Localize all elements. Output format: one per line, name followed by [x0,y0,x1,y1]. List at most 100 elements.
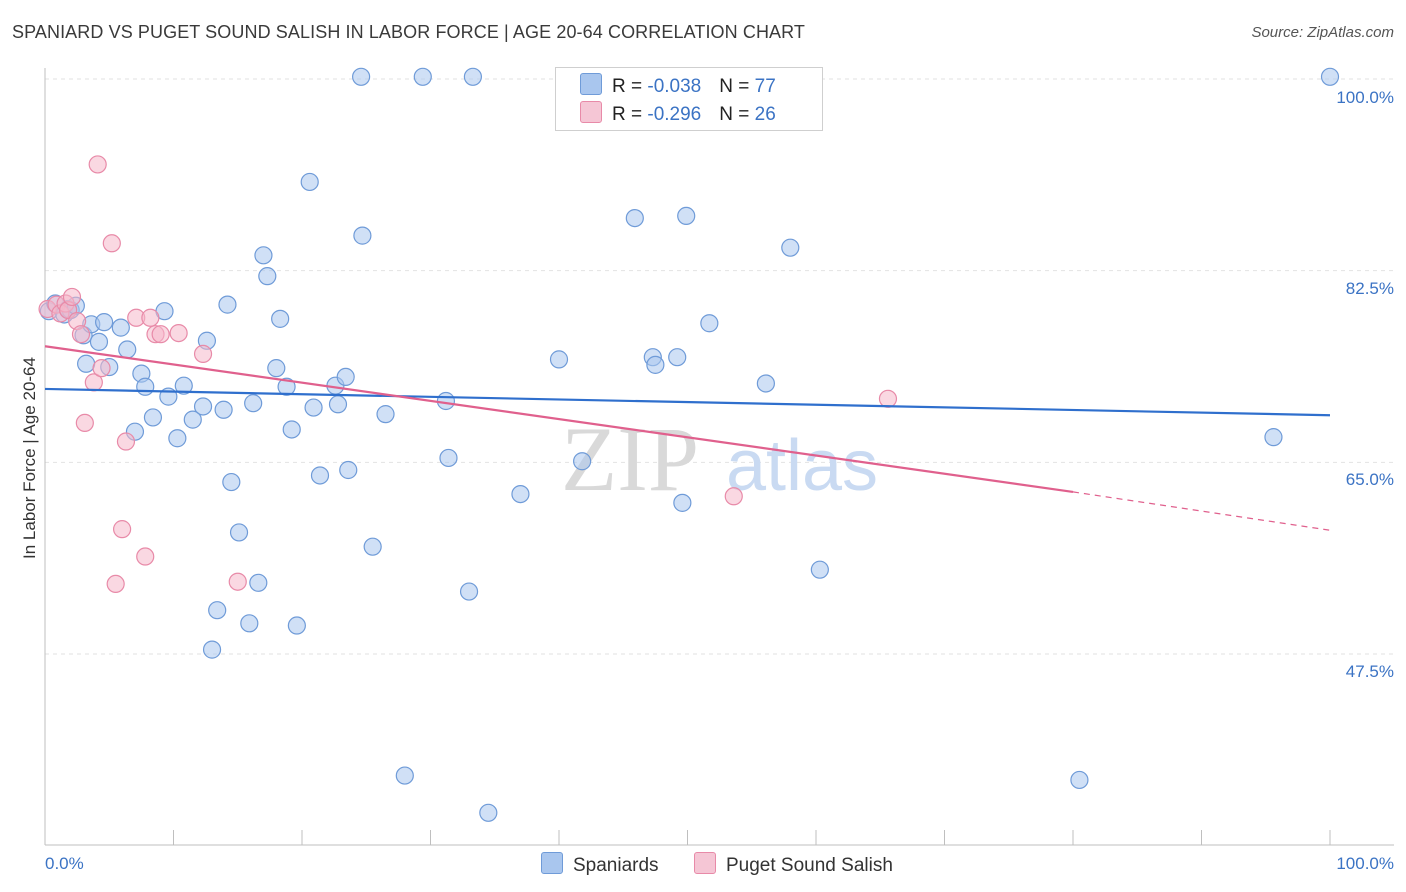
data-point [112,520,132,539]
data-point [193,397,213,416]
source-credit: Source: ZipAtlas.com [1251,24,1394,41]
watermark: ZIP atlas [561,408,878,510]
data-point [136,377,155,396]
data-point [1264,428,1283,447]
data-point [573,452,592,471]
legend-item-puget-sound-salish: Puget Sound Salish [694,852,893,877]
puget-trend-extension [1072,491,1331,531]
data-point [479,803,498,822]
data-point [352,67,371,86]
data-point [282,420,301,439]
legend-label-spaniards: Spaniards [573,855,659,876]
data-point [193,344,213,364]
data-point [141,308,160,327]
legend-n-value: 26 [754,104,776,125]
data-point [549,350,569,369]
y-tick-label-82-5: 82.5% [1346,279,1394,298]
gridlines [45,78,1394,655]
data-point [218,295,237,314]
x-tick-label-min: 0.0% [45,854,84,873]
trend-lines [44,345,1331,531]
data-point [89,332,109,351]
data-point [71,325,91,344]
data-point [222,472,241,492]
data-point [700,314,719,333]
data-point [229,523,249,542]
axes [44,68,1394,846]
data-point [277,377,296,396]
x-tick-label-max: 100.0% [1336,854,1394,873]
legend-item-spaniards: Spaniards [541,852,659,877]
data-point [353,226,372,245]
data-point [116,432,136,451]
legend-r-label: R = [612,76,648,97]
puget-trend-line [44,345,1074,493]
data-point [151,325,170,344]
data-point [459,582,479,601]
data-point [1070,770,1089,790]
data-point [339,460,358,480]
data-point [677,206,696,226]
legend-swatch-blue [580,73,602,95]
data-point [249,573,268,592]
data-point [376,405,395,424]
data-point [328,395,348,414]
data-point [88,155,107,174]
legend-swatch-pink [580,101,602,123]
data-point [208,601,227,620]
data-point [271,309,290,328]
data-point [136,547,155,566]
data-point [95,313,114,332]
legend-label-puget-sound-salish: Puget Sound Salish [726,855,893,876]
data-point [413,67,432,86]
y-tick-label-47-5: 47.5% [1346,662,1394,681]
data-point [304,398,323,417]
data-point [183,410,202,429]
data-point [724,487,743,506]
correlation-legend: R = -0.038 N = 77 R = -0.296 N = 26 [555,67,823,131]
data-point [646,355,665,374]
data-point [363,537,382,556]
legend-row-spaniards: R = -0.038 N = 77 [580,73,776,99]
legend-n-label: N = [719,76,755,97]
data-point [75,413,94,433]
data-point [143,408,163,427]
data-point [244,394,263,413]
legend-row-puget: R = -0.296 N = 26 [580,101,776,127]
watermark-atlas: atlas [726,426,878,506]
data-point [202,640,222,659]
data-point [810,560,829,579]
data-point [878,389,898,408]
data-point [168,429,187,448]
data-point [174,376,193,395]
data-point [300,172,319,192]
data-point [106,574,125,594]
data-point [240,614,259,633]
data-point [756,374,775,393]
legend-r-label: R = [612,104,648,125]
data-point [228,572,247,591]
legend-n-value: 77 [754,76,776,97]
data-point [781,238,800,257]
data-point [214,400,233,419]
chart-title: SPANIARD VS PUGET SOUND SALISH IN LABOR … [12,22,806,42]
series-legend: Spaniards Puget Sound Salish [0,852,1406,878]
data-point [436,391,456,411]
data-point [62,287,82,307]
data-point [77,354,96,373]
data-point [267,359,286,378]
data-point [511,484,530,504]
data-point [463,67,483,86]
data-point [169,323,188,343]
data-point [395,766,414,785]
swatch-puget-sound-salish [694,852,716,874]
data-point [102,234,121,253]
legend-r-value: -0.038 [647,76,702,97]
data-point [336,367,355,387]
data-point [111,318,130,337]
data-point [254,246,273,265]
data-point [310,466,330,485]
legend-r-value: -0.296 [647,104,702,125]
tick-labels: 0.0% 100.0% 47.5% 65.0% 82.5% 100.0% [45,88,1394,873]
